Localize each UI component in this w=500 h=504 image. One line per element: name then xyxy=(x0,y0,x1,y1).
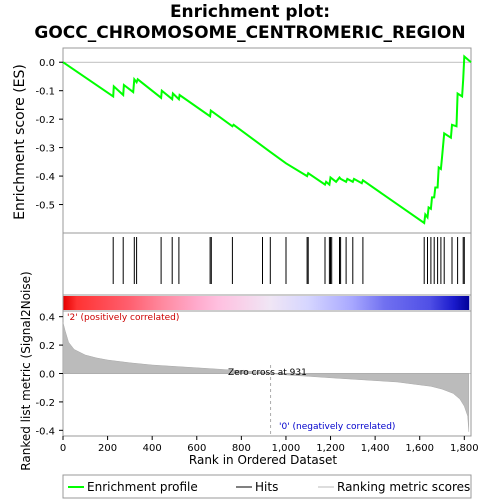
heat-band-fill xyxy=(63,296,470,310)
es-tick-label: -0.1 xyxy=(35,87,55,98)
x-tick-label: 1,400 xyxy=(361,443,390,454)
chart-title-line2: GOCC_CHROMOSOME_CENTROMERIC_REGION xyxy=(34,23,465,43)
es-profile xyxy=(62,54,472,225)
x-axis-label: Rank in Ordered Dataset xyxy=(189,453,337,467)
x-tick-label: 600 xyxy=(187,443,206,454)
chart-title-line1: Enrichment plot: xyxy=(170,2,330,22)
x-tick-label: 400 xyxy=(143,443,162,454)
hit-lines xyxy=(112,237,465,284)
axes: 0.0 -0.1 -0.2 -0.3 -0.4 -0.5 0.4 0.2 0.0 -0.2 -0.4… xyxy=(35,58,478,454)
metric-area xyxy=(62,322,471,434)
x-tick-label: 1,600 xyxy=(405,443,434,454)
annotation-positive: '2' (positively correlated) xyxy=(67,313,179,323)
es-panel xyxy=(62,47,472,234)
metric-tick-label: 0.0 xyxy=(39,370,55,381)
es-tick-label: -0.4 xyxy=(35,172,55,183)
x-tick-label: 800 xyxy=(232,443,251,454)
annotation-negative: '0' (negatively correlated) xyxy=(279,422,395,432)
x-tick-label: 200 xyxy=(98,443,117,454)
metric-tick-label: -0.4 xyxy=(35,426,55,437)
es-tick-label: -0.2 xyxy=(35,115,55,126)
legend: Enrichment profile Hits Ranking metric sco… xyxy=(68,480,470,494)
heat-band xyxy=(63,296,470,310)
es-profile-line xyxy=(62,54,472,225)
es-tick-label: -0.3 xyxy=(35,144,55,155)
metric-tick-label: 0.2 xyxy=(39,341,55,352)
legend-label: Ranking metric scores xyxy=(337,480,470,494)
metric-area-fill xyxy=(62,322,470,432)
annotation-zero-cross: Zero cross at 931 xyxy=(228,368,307,378)
legend-label: Hits xyxy=(255,480,278,494)
metric-tick-label: -0.2 xyxy=(35,398,55,409)
metric-tick-label: 0.4 xyxy=(39,313,55,324)
legend-box xyxy=(62,474,472,499)
es-tick-label: 0.0 xyxy=(39,58,55,69)
es-tick-label: -0.5 xyxy=(35,201,55,212)
es-axis-label: Enrichment score (ES) xyxy=(12,64,28,220)
x-tick-label: 0 xyxy=(60,443,66,454)
x-tick-label: 1,800 xyxy=(450,443,479,454)
legend-label: Enrichment profile xyxy=(87,480,198,494)
x-tick-label: 1,000 xyxy=(272,443,301,454)
x-tick-label: 1,200 xyxy=(316,443,345,454)
hits-panel xyxy=(62,232,472,296)
metric-axis-label: Ranked list metric (Signal2Noise) xyxy=(19,271,33,470)
